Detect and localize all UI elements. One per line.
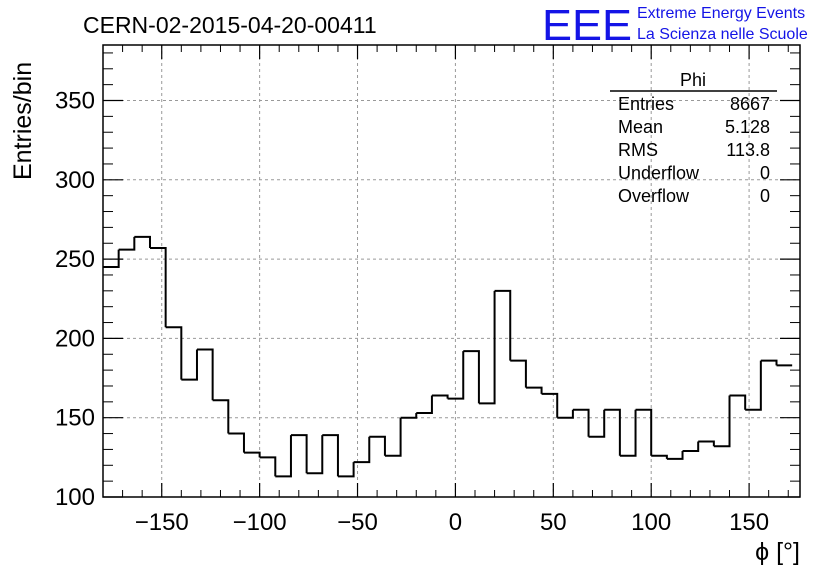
- stats-title: Phi: [680, 70, 706, 90]
- stats-value: 0: [760, 186, 770, 206]
- histogram-bin: [369, 435, 386, 456]
- histogram-bin: [243, 451, 261, 458]
- tick-labels: −150 −100 −50 0 50 100 150 100 150 200 250 300 350: [55, 88, 769, 536]
- histogram-bin: [134, 235, 151, 249]
- y-tick-label: 150: [55, 405, 95, 432]
- histogram-bin: [306, 435, 324, 475]
- plot-frame: [102, 44, 801, 498]
- histogram-bin: [494, 289, 512, 361]
- histogram-bin: [431, 394, 449, 399]
- histogram-bin: [651, 454, 668, 459]
- grid-lines: [103, 45, 800, 497]
- histogram-bin: [682, 441, 700, 453]
- histogram-bin: [698, 440, 715, 447]
- x-axis-label: ϕ [°]: [755, 538, 800, 566]
- stats-label: Entries: [618, 94, 674, 114]
- y-tick-label: 200: [55, 325, 95, 352]
- histogram-series: [103, 235, 793, 478]
- histogram-bin: [103, 249, 120, 269]
- histogram-bin: [510, 359, 527, 388]
- histogram-bin: [635, 408, 653, 456]
- histogram-bin: [760, 359, 778, 366]
- histogram-bin: [212, 399, 230, 434]
- logo-mark: EEE: [542, 1, 632, 50]
- stats-box: Phi Entries 8667 Mean 5.128 RMS 113.8 Underflo…: [610, 70, 777, 206]
- y-axis-label: Entries/bin: [9, 62, 37, 180]
- x-tick-label: 50: [540, 509, 567, 536]
- histogram-bin: [118, 236, 136, 251]
- histogram-bin: [745, 360, 762, 411]
- histogram-bin: [666, 451, 684, 460]
- histogram-bin: [619, 409, 637, 457]
- axis-ticks: [102, 45, 800, 498]
- histogram-bin: [290, 434, 308, 474]
- histogram-bin: [525, 386, 543, 394]
- stats-label: Underflow: [618, 163, 700, 183]
- histogram-bin: [322, 434, 339, 477]
- stats-value: 8667: [730, 94, 770, 114]
- histogram-bin: [541, 392, 559, 418]
- histogram-bin: [149, 247, 167, 328]
- stats-label: Overflow: [618, 186, 690, 206]
- histogram-bin: [729, 394, 747, 410]
- histogram-bin: [463, 350, 480, 404]
- stats-label: RMS: [618, 140, 658, 160]
- x-tick-label: −50: [337, 509, 378, 536]
- logo-line1: Extreme Energy Events: [637, 5, 805, 22]
- histogram-bin: [572, 408, 590, 437]
- histogram-bin: [416, 395, 433, 414]
- histogram-bin: [353, 436, 371, 464]
- x-tick-label: 0: [449, 509, 462, 536]
- histogram-bin: [588, 409, 606, 438]
- histogram-bin: [181, 349, 198, 381]
- eee-logo: EEE Extreme Energy Events La Scienza nel…: [542, 1, 808, 50]
- histogram-bin: [447, 351, 465, 400]
- y-tick-label: 100: [55, 484, 95, 511]
- histogram-bin: [400, 412, 418, 419]
- histogram-bin: [713, 395, 731, 448]
- histogram-bin: [275, 435, 292, 478]
- histogram-bin: [259, 456, 277, 477]
- x-tick-label: 100: [631, 509, 671, 536]
- histogram-bin: [384, 417, 402, 457]
- logo-line2: La Scienza nelle Scuole: [637, 26, 808, 43]
- stats-value: 0: [760, 163, 770, 183]
- histogram-bin: [337, 462, 355, 478]
- histogram-bin: [557, 409, 574, 419]
- x-tick-label: 150: [729, 509, 769, 536]
- histogram-bin: [196, 348, 214, 401]
- histogram-bin: [478, 290, 496, 405]
- y-tick-label: 300: [55, 167, 95, 194]
- histogram-bin: [604, 408, 621, 456]
- histogram-bin: [165, 326, 183, 380]
- y-tick-label: 250: [55, 246, 95, 273]
- stats-label: Mean: [618, 117, 663, 137]
- stats-value: 5.128: [725, 117, 770, 137]
- chart-title: CERN-02-2015-04-20-00411: [83, 12, 377, 38]
- x-tick-label: −100: [233, 509, 287, 536]
- x-tick-label: −150: [135, 509, 189, 536]
- histogram-bin: [228, 432, 245, 453]
- stats-value: 113.8: [726, 140, 770, 160]
- y-tick-label: 350: [55, 88, 95, 115]
